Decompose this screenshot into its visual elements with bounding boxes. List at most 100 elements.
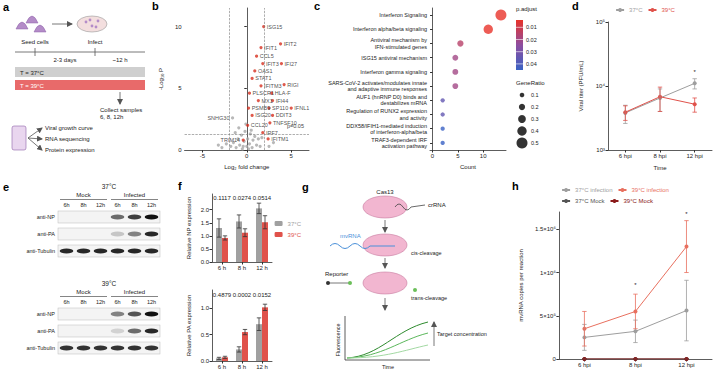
svg-text:12 h: 12 h [256,364,268,370]
svg-text:DDIT3: DDIT3 [276,112,292,118]
svg-text:37°C infection: 37°C infection [575,187,612,193]
svg-text:0: 0 [553,356,557,362]
svg-text:cis-cleavage: cis-cleavage [411,250,442,256]
svg-text:g: g [302,181,309,193]
svg-text:PSMB9: PSMB9 [252,105,271,111]
svg-text:37°C Mock: 37°C Mock [575,198,605,204]
svg-text:IFITM3: IFITM3 [264,83,281,89]
svg-text:*: * [693,69,696,75]
svg-text:6h: 6h [63,299,69,305]
svg-text:Reporter: Reporter [325,271,348,277]
svg-text:8h: 8h [80,299,86,305]
svg-text:39°C: 39°C [288,232,302,238]
svg-text:12h: 12h [96,202,105,208]
svg-text:Cas13: Cas13 [376,189,394,195]
svg-text:Target concentration: Target concentration [437,331,487,337]
svg-text:10⁴: 10⁴ [596,83,606,89]
svg-text:37°C: 37°C [102,183,117,190]
svg-text:SNHG30: SNHG30 [207,115,229,121]
svg-text:6h: 6h [114,299,120,305]
svg-text:8 h: 8 h [238,265,246,271]
svg-text:anti-Tubulin: anti-Tubulin [26,248,55,254]
svg-text:8h: 8h [131,299,137,305]
svg-text:e: e [3,181,9,193]
svg-text:0.4879: 0.4879 [213,292,232,298]
svg-text:Viral growth curve: Viral growth curve [45,125,94,131]
svg-text:Time: Time [382,364,394,370]
svg-text:0.3: 0.3 [531,116,539,122]
svg-text:Collect samples6, 8, 12h: Collect samples6, 8, 12h [100,107,142,120]
svg-text:f: f [178,180,182,192]
svg-text:DDX58/IFIH1-mediated induction: DDX58/IFIH1-mediated induction [346,123,427,129]
svg-text:STAT1: STAT1 [255,75,271,81]
svg-text:0.0514: 0.0514 [253,195,272,201]
svg-text:0.5: 0.5 [201,246,210,252]
svg-text:crRNA: crRNA [428,202,446,208]
svg-text:RNA sequencing: RNA sequencing [45,136,90,142]
svg-text:b: b [152,0,159,12]
svg-text:5×10⁵: 5×10⁵ [540,313,557,319]
svg-text:OAS1: OAS1 [258,68,273,74]
svg-text:-5: -5 [200,153,206,159]
svg-text:0.5: 0.5 [531,140,539,146]
svg-text:12h: 12h [147,299,156,305]
svg-text:destabilizes mRNA: destabilizes mRNA [381,100,428,106]
svg-text:2.0: 2.0 [201,207,210,213]
svg-text:IFIT1: IFIT1 [264,45,277,51]
svg-text:ISG15 antiviral mechanism: ISG15 antiviral mechanism [361,55,427,61]
svg-text:T = 37°C: T = 37°C [20,70,44,76]
svg-text:activation pathway: activation pathway [382,143,427,149]
svg-text:37°C: 37°C [629,7,643,13]
svg-text:and activity: and activity [399,115,427,121]
svg-text:0.0: 0.0 [201,358,210,364]
svg-text:10³: 10³ [596,147,605,153]
svg-text:10: 10 [480,153,487,159]
svg-text:Relative NP expression: Relative NP expression [186,197,192,259]
svg-text:*: * [685,211,688,217]
svg-text:5: 5 [178,85,182,91]
svg-text:CCL5: CCL5 [260,53,274,59]
svg-text:0: 0 [178,147,182,153]
svg-text:-Log₁₀ P: -Log₁₀ P [158,68,164,90]
svg-text:12 hpi: 12 hpi [686,153,702,159]
svg-text:Infected: Infected [124,289,145,295]
svg-text:T = 39°C: T = 39°C [20,83,44,89]
svg-text:AUF1 (hnRNP D0) binds and: AUF1 (hnRNP D0) binds and [356,94,427,100]
svg-text:c: c [314,0,320,12]
svg-text:Relative PA expression: Relative PA expression [186,295,192,356]
svg-text:0: 0 [245,153,249,159]
svg-text:8h: 8h [80,202,86,208]
svg-text:39°C: 39°C [662,7,676,13]
svg-text:anti-NP: anti-NP [37,214,56,220]
svg-text:ISG15: ISG15 [267,24,283,30]
svg-text:0.0002: 0.0002 [233,292,252,298]
svg-text:Interferon gamma signaling: Interferon gamma signaling [360,69,427,75]
svg-text:anti-PA: anti-PA [37,231,55,237]
svg-text:a: a [3,1,10,13]
svg-text:anti-Tubulin: anti-Tubulin [26,345,55,351]
svg-text:IFNL1: IFNL1 [294,105,309,111]
svg-text:mvRNA: mvRNA [340,233,361,239]
svg-text:39°C: 39°C [102,280,117,287]
svg-text:and adaptive immune responses: and adaptive immune responses [348,86,428,92]
svg-text:HLA-F: HLA-F [275,90,292,96]
svg-text:0.0: 0.0 [201,259,210,265]
svg-text:0.0152: 0.0152 [253,292,272,298]
svg-text:anti-PA: anti-PA [37,328,55,334]
svg-text:PLSCR1: PLSCR1 [253,90,274,96]
svg-text:Infected: Infected [124,192,145,198]
svg-text:IFI44: IFI44 [276,98,289,104]
svg-text:0.01: 0.01 [526,24,537,30]
svg-text:d: d [572,0,579,12]
svg-text:MX1: MX1 [261,98,272,104]
svg-text:p=0.05: p=0.05 [287,123,304,129]
svg-text:6h: 6h [114,202,120,208]
svg-text:0.5: 0.5 [201,332,210,338]
svg-text:Regulation of RUNX2 expression: Regulation of RUNX2 expression [346,108,427,114]
svg-text:GeneRatio: GeneRatio [516,80,545,86]
svg-text:5: 5 [290,153,294,159]
svg-text:6 h: 6 h [218,364,226,370]
svg-text:Interferon Signaling: Interferon Signaling [379,12,427,18]
svg-text:anti-NP: anti-NP [37,311,56,317]
svg-text:Protein expression: Protein expression [45,147,95,153]
